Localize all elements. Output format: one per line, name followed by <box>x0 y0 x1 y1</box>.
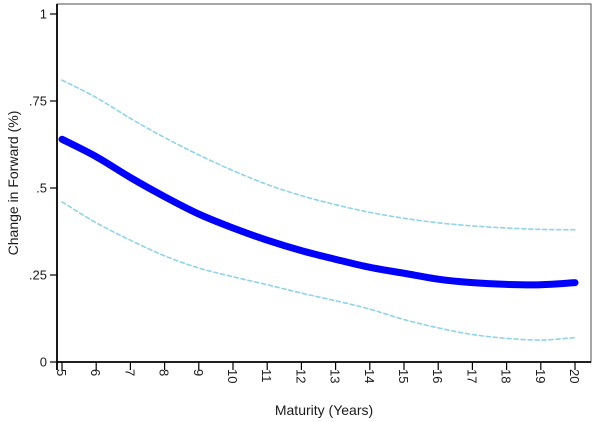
x-tick-label: 18 <box>499 369 514 383</box>
y-tick-label: 0 <box>40 355 47 370</box>
x-tick-label: 13 <box>328 369 343 383</box>
x-tick-label: 6 <box>88 369 103 376</box>
x-tick-label: 10 <box>225 369 240 383</box>
x-axis-title: Maturity (Years) <box>274 402 374 418</box>
series-line-upper-confidence-band <box>61 79 576 231</box>
y-tick-label: .75 <box>29 94 47 109</box>
y-tick-label: 1 <box>40 7 47 22</box>
series-line-lower-confidence-band <box>61 201 576 341</box>
x-tick-label: 19 <box>533 369 548 383</box>
x-tick-label: 5 <box>54 369 69 376</box>
x-tick-label: 20 <box>567 369 582 383</box>
x-tick-label: 8 <box>157 369 172 376</box>
y-tick-label: .25 <box>29 268 47 283</box>
x-tick-label: 9 <box>191 369 206 376</box>
series-line-point-estimate <box>58 135 579 289</box>
x-tick-label: 14 <box>362 369 377 383</box>
x-tick-label: 17 <box>464 369 479 383</box>
x-tick-label: 11 <box>259 369 274 383</box>
x-tick-label: 12 <box>293 369 308 383</box>
x-tick-label: 15 <box>396 369 411 383</box>
x-tick-label: 7 <box>122 369 137 376</box>
x-tick-label: 16 <box>430 369 445 383</box>
y-tick-label: .5 <box>36 181 47 196</box>
